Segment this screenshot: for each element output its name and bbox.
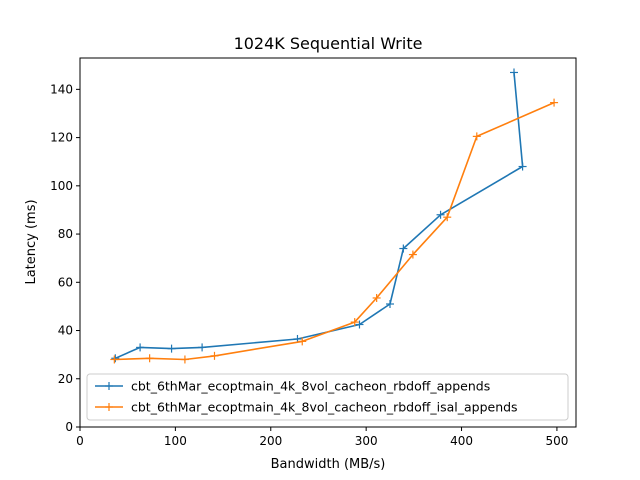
data-point [386, 300, 394, 308]
data-point [550, 98, 559, 107]
y-axis-label: Latency (ms) [24, 199, 39, 284]
y-tick-label: 100 [50, 179, 73, 193]
data-point [436, 210, 445, 219]
y-tick-label: 60 [58, 275, 73, 289]
y-tick-label: 40 [58, 324, 73, 338]
data-point [355, 320, 364, 329]
x-tick-label: 0 [76, 434, 84, 448]
x-tick-label: 200 [259, 434, 282, 448]
x-tick-label: 400 [450, 434, 473, 448]
data-point [350, 318, 359, 327]
axes-layer: 0 100 200 300 400 500 0 20 40 60 80 100 120 140 [50, 57, 577, 448]
legend-label: cbt_6thMar_ecoptmain_4k_8vol_cacheon_rbd… [131, 379, 490, 394]
data-point [110, 355, 119, 364]
data-point [198, 343, 207, 352]
y-tick-label: 140 [50, 82, 73, 96]
series-line-2 [114, 101, 555, 361]
data-point [472, 132, 481, 141]
y-tick-label: 80 [58, 227, 73, 241]
data-point [443, 213, 452, 222]
legend-label: cbt_6thMar_ecoptmain_4k_8vol_cacheon_rbd… [131, 400, 518, 415]
data-point [518, 162, 527, 171]
data-point [510, 68, 518, 77]
x-tick-label: 300 [355, 434, 378, 448]
series-layer [110, 68, 559, 364]
data-point [372, 293, 381, 302]
data-point [145, 354, 154, 363]
data-point [111, 354, 120, 363]
y-tick-label: 120 [50, 131, 73, 145]
data-point [399, 244, 408, 253]
legend: cbt_6thMar_ecoptmain_4k_8vol_cacheon_rbd… [86, 373, 569, 421]
plot-frame [79, 57, 577, 428]
y-tick-label: 0 [65, 420, 73, 434]
y-tick-label: 20 [58, 372, 73, 386]
chart-title: 1024K Sequential Write [234, 34, 423, 53]
data-point [408, 250, 417, 259]
data-point [136, 343, 145, 352]
data-point [167, 344, 176, 353]
data-point [210, 351, 219, 360]
x-tick-label: 500 [545, 434, 568, 448]
data-point [298, 337, 307, 346]
legend-box [86, 373, 569, 421]
series-line-1 [114, 72, 524, 360]
data-point [180, 355, 189, 364]
x-axis-label: Bandwidth (MB/s) [271, 457, 386, 472]
x-tick-label: 100 [164, 434, 187, 448]
